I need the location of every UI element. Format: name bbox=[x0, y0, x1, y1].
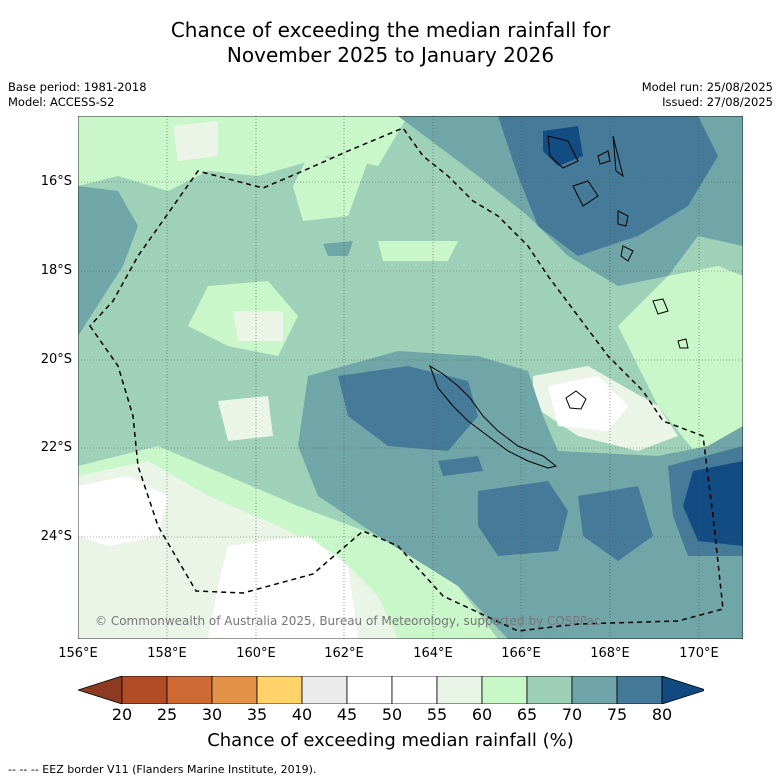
contour-50-55-east bbox=[548, 376, 628, 431]
colorbar-bin bbox=[391, 676, 438, 704]
contour-75-80-center bbox=[338, 366, 478, 451]
colorbar-tick-label: 45 bbox=[336, 705, 358, 724]
map-panel bbox=[77, 115, 744, 640]
loyalty-island-outline bbox=[565, 390, 587, 410]
colorbar-bin bbox=[436, 676, 483, 704]
contour-60-65-east bbox=[618, 266, 743, 456]
colorbar-tick-label: 25 bbox=[156, 705, 178, 724]
colorbar-tick-label: 20 bbox=[111, 705, 133, 724]
chart-title: Chance of exceeding the median rainfall … bbox=[0, 18, 781, 68]
colorbar-bin bbox=[481, 676, 528, 704]
colorbar bbox=[78, 676, 704, 704]
issued-date: Issued: 27/08/2025 bbox=[662, 95, 773, 109]
contour-75-80-south bbox=[478, 481, 568, 556]
x-tick-156: 156°E bbox=[58, 646, 98, 661]
colorbar-tick-label: 65 bbox=[516, 705, 538, 724]
contour-80-plus-east bbox=[683, 461, 743, 546]
y-tick-20s: 20°S bbox=[40, 352, 72, 367]
colorbar-extend-low bbox=[78, 676, 123, 704]
copyright-text: © Commonwealth of Australia 2025, Bureau… bbox=[95, 614, 601, 628]
y-tick-24s: 24°S bbox=[40, 529, 72, 544]
rainfall-map bbox=[77, 115, 744, 640]
colorbar-tick-label: 60 bbox=[471, 705, 493, 724]
eez-border bbox=[89, 127, 724, 632]
y-tick-16s: 16°S bbox=[40, 174, 72, 189]
x-tick-164: 164°E bbox=[413, 646, 453, 661]
colorbar-bin bbox=[256, 676, 303, 704]
x-tick-160: 160°E bbox=[236, 646, 276, 661]
contour-55-60-west bbox=[233, 311, 283, 341]
title-line-2: November 2025 to January 2026 bbox=[226, 43, 555, 67]
colorbar-title: Chance of exceeding median rainfall (%) bbox=[207, 730, 574, 751]
contour-55-60-ll bbox=[218, 396, 273, 441]
colorbar-tick-label: 70 bbox=[561, 705, 583, 724]
colorbar-bin bbox=[121, 676, 168, 704]
x-tick-166: 166°E bbox=[501, 646, 541, 661]
colorbar-bin bbox=[526, 676, 573, 704]
title-line-1: Chance of exceeding the median rainfall … bbox=[170, 18, 611, 42]
colorbar-tick-label: 50 bbox=[381, 705, 403, 724]
model-run: Model run: 25/08/2025 bbox=[641, 80, 773, 94]
contour-60-65-north bbox=[78, 116, 408, 191]
x-tick-162: 162°E bbox=[324, 646, 364, 661]
model-name: Model: ACCESS-S2 bbox=[8, 95, 115, 109]
colorbar-tick-label: 55 bbox=[426, 705, 448, 724]
x-tick-168: 168°E bbox=[590, 646, 630, 661]
colorbar-tick-label: 30 bbox=[201, 705, 223, 724]
contour-60-65-topleft bbox=[293, 156, 368, 221]
contour-75-80-se bbox=[578, 486, 653, 561]
contour-70-75-small bbox=[323, 241, 353, 256]
eez-footnote: -- -- -- EEZ border V11 (Flanders Marine… bbox=[8, 763, 317, 776]
colorbar-bin bbox=[571, 676, 618, 704]
colorbar-tick-label: 80 bbox=[651, 705, 673, 724]
colorbar-extend-high bbox=[661, 676, 704, 704]
colorbar-bin bbox=[346, 676, 393, 704]
contour-70-75-west bbox=[78, 186, 138, 336]
contour-55-60-nw bbox=[173, 121, 218, 161]
meta-left: Base period: 1981-2018 Model: ACCESS-S2 bbox=[8, 80, 147, 110]
grid-lines bbox=[78, 116, 743, 639]
colorbar-tick-label: 35 bbox=[246, 705, 268, 724]
contour-80-plus-north bbox=[543, 126, 583, 166]
colorbar-bin bbox=[166, 676, 213, 704]
meta-right: Model run: 25/08/2025 Issued: 27/08/2025 bbox=[642, 80, 773, 110]
vanuatu-outline bbox=[547, 135, 689, 349]
contour-75-80-mid bbox=[438, 456, 483, 476]
colorbar-tick-label: 40 bbox=[291, 705, 313, 724]
y-tick-18s: 18°S bbox=[40, 263, 72, 278]
y-tick-22s: 22°S bbox=[40, 440, 72, 455]
base-period: Base period: 1981-2018 bbox=[8, 80, 147, 94]
colorbar-bin bbox=[211, 676, 258, 704]
colorbar-tick-label: 75 bbox=[606, 705, 628, 724]
x-tick-170: 170°E bbox=[679, 646, 719, 661]
contour-60-65-mid bbox=[378, 241, 458, 261]
contour-50-55-south bbox=[78, 476, 168, 546]
contour-50-55-south2 bbox=[208, 536, 358, 639]
new-caledonia-outline bbox=[429, 364, 558, 469]
colorbar-bin bbox=[616, 676, 663, 704]
x-tick-158: 158°E bbox=[147, 646, 187, 661]
colorbar-bin bbox=[301, 676, 348, 704]
